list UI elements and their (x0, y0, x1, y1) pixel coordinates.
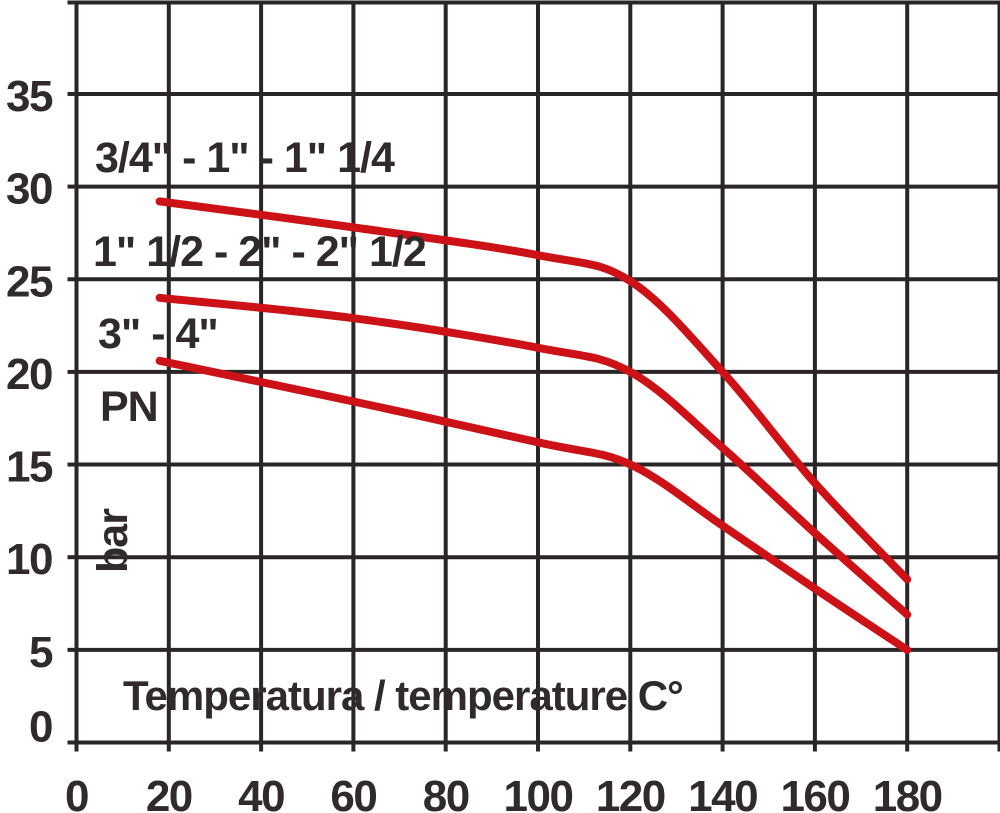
y-tick-label: 15 (6, 443, 53, 492)
axis-tick-labels: 0 20 40 60 80 100 120 140 160 180 0 5 10 15 20 25 30 35 (6, 72, 943, 813)
x-axis-title: Temperatura / temperature C° (123, 672, 683, 719)
x-tick-label: 80 (423, 772, 469, 813)
y-tick-label: 10 (6, 535, 52, 584)
y-tick-label: 0 (29, 703, 52, 752)
axis-tick-marks (67, 0, 1000, 752)
curve-label-large-sizes: 3" - 4" (98, 310, 218, 358)
x-tick-label: 100 (504, 772, 573, 813)
x-tick-label: 120 (596, 772, 665, 813)
curve-label-small-sizes: 3/4" - 1" - 1" 1/4 (95, 134, 395, 182)
grid (74, 0, 1000, 745)
x-tick-label: 40 (238, 772, 284, 813)
curve-series-1 (155, 293, 912, 619)
y-axis-label-pn: PN (100, 383, 158, 431)
labels: 3/4" - 1" - 1" 1/4 1" 1/2 - 2" - 2" 1/2 … (89, 134, 684, 719)
curves (155, 197, 912, 654)
y-tick-label: 25 (6, 257, 53, 306)
y-tick-label: 35 (6, 72, 53, 121)
x-tick-label: 160 (780, 772, 849, 813)
x-tick-label: 60 (330, 772, 376, 813)
curve-series-0 (155, 197, 912, 584)
y-tick-label: 30 (6, 165, 52, 214)
x-tick-label: 180 (873, 772, 942, 813)
x-tick-label: 20 (146, 772, 192, 813)
y-tick-label: 20 (6, 350, 52, 399)
x-tick-label: 140 (688, 772, 757, 813)
curve-label-medium-sizes: 1" 1/2 - 2" - 2" 1/2 (93, 228, 426, 276)
y-tick-label: 5 (29, 628, 53, 677)
y-axis-unit-bar: bar (89, 508, 137, 573)
curve-series-2 (155, 356, 912, 654)
x-tick-label: 0 (65, 772, 88, 813)
